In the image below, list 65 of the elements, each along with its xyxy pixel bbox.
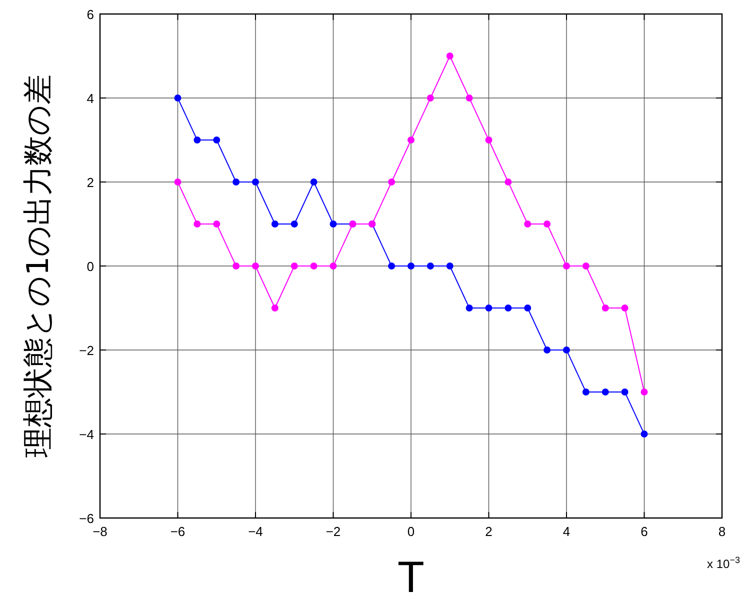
- point: [290, 220, 298, 228]
- point: [252, 178, 259, 186]
- point: [621, 388, 628, 396]
- point: [174, 178, 182, 186]
- text: x 10$^{−3}$: [707, 555, 740, 571]
- x-tick-label: −8: [92, 524, 108, 539]
- point: [232, 178, 240, 186]
- y-tick-label: −2: [79, 343, 94, 358]
- x-tick-label: −4: [248, 524, 263, 539]
- y-tick-label: 2: [86, 175, 94, 190]
- x-tick-label: 8: [718, 524, 726, 539]
- point: [310, 178, 318, 186]
- point: [466, 94, 473, 102]
- point: [582, 262, 590, 270]
- point: [485, 136, 492, 144]
- point: [602, 388, 609, 396]
- point: [174, 94, 182, 102]
- point: [388, 178, 396, 186]
- point: [271, 304, 278, 312]
- x-tick-label: −2: [326, 524, 341, 539]
- point: [602, 304, 609, 312]
- point: [504, 304, 512, 312]
- point: [290, 262, 298, 270]
- point: [563, 346, 570, 354]
- x-axis-title: T: [398, 553, 424, 600]
- point: [194, 136, 201, 144]
- point: [582, 388, 590, 396]
- point: [544, 346, 551, 354]
- y-tick-label: −4: [79, 427, 94, 442]
- x-tick-label: 6: [640, 524, 648, 539]
- point: [426, 262, 434, 270]
- point: [563, 262, 570, 270]
- point: [271, 220, 278, 228]
- x-tick-label: 4: [562, 524, 570, 539]
- y-axis-title: 理想状態との1の出力数の差: [21, 74, 56, 458]
- point: [330, 220, 337, 228]
- point: [408, 136, 414, 144]
- point: [310, 262, 318, 270]
- point: [524, 304, 532, 312]
- point: [504, 178, 512, 186]
- point: [524, 220, 532, 228]
- y-tick-label: 6: [86, 7, 94, 22]
- point: [388, 262, 396, 270]
- point: [446, 52, 454, 60]
- x-tick-label: −6: [170, 524, 186, 539]
- y-tick-label: −6: [79, 511, 94, 526]
- point: [621, 304, 628, 312]
- point: [466, 304, 473, 312]
- point: [640, 388, 648, 396]
- point: [330, 262, 337, 270]
- point: [194, 220, 201, 228]
- x-tick-label: 2: [485, 524, 492, 539]
- point: [640, 430, 648, 438]
- x-tick-label: 0: [407, 524, 415, 539]
- point: [232, 262, 240, 270]
- point: [213, 136, 220, 144]
- point: [544, 220, 551, 228]
- point: [252, 262, 259, 270]
- point: [485, 304, 492, 312]
- point: [446, 262, 454, 270]
- point: [213, 220, 220, 228]
- point: [426, 94, 434, 102]
- y-tick-label: 0: [86, 259, 94, 274]
- y-tick-label: 4: [86, 91, 94, 106]
- point: [408, 262, 414, 270]
